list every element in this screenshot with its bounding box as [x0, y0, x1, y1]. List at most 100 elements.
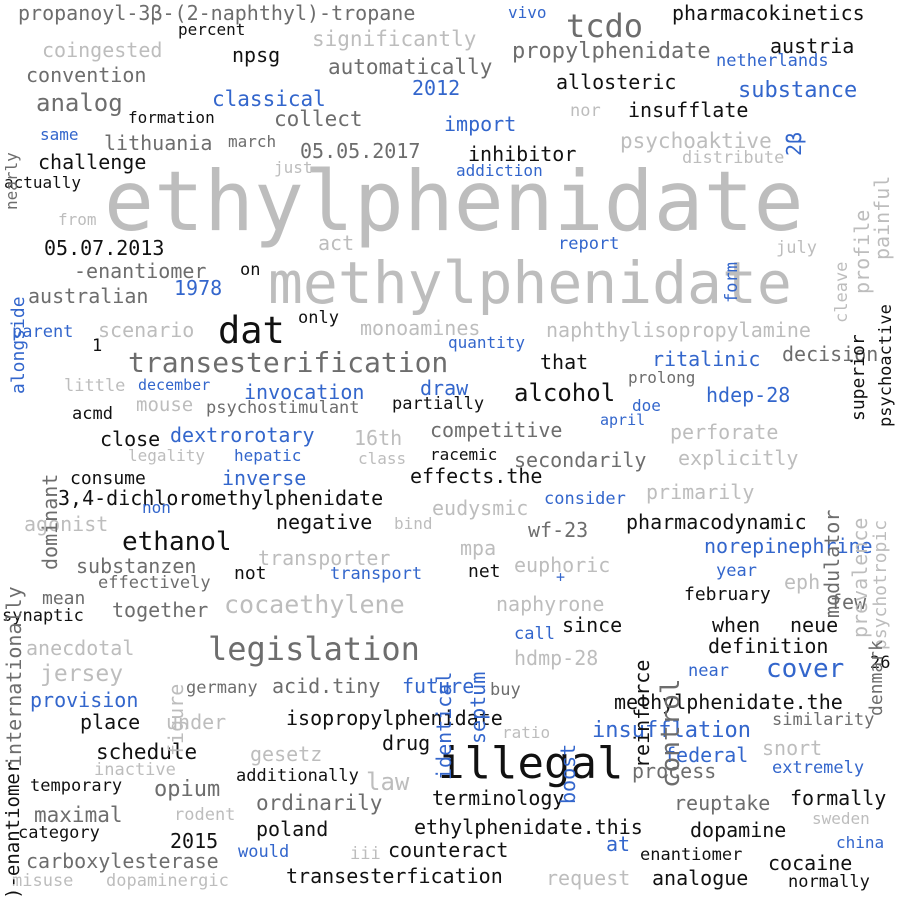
word-internationally: internationally	[2, 586, 26, 767]
word-anecdotal: anecdotal	[26, 636, 135, 660]
word-close: close	[100, 427, 161, 451]
word-allosteric: allosteric	[556, 70, 677, 94]
word-mean: mean	[42, 588, 86, 609]
word-coingested: coingested	[42, 38, 163, 62]
word-together: together	[112, 598, 209, 622]
word-acid.tiny: acid.tiny	[272, 674, 381, 698]
word-2015: 2015	[170, 829, 219, 853]
word-australian: australian	[28, 284, 149, 308]
word-control: control	[656, 678, 686, 788]
word-tcdo: tcdo	[566, 7, 644, 45]
word-1978: 1978	[174, 276, 223, 300]
word-from: from	[58, 210, 97, 229]
word-cocaine: cocaine	[768, 851, 853, 875]
word-2012: 2012	[412, 76, 461, 100]
word-pharmacokinetics: pharmacokinetics	[672, 1, 865, 25]
word-propylphenidate: propylphenidate	[512, 39, 711, 64]
word-parent: parent	[12, 322, 74, 342]
word-figure: figure	[164, 683, 188, 756]
word-prolong: prolong	[628, 368, 696, 387]
word-convention: convention	[26, 63, 147, 87]
word-transesterfication: transesterfication	[286, 864, 503, 888]
word-form: form	[722, 262, 742, 303]
word-march: march	[228, 132, 277, 151]
word-effectively: effectively	[98, 573, 211, 593]
word-class: class	[358, 449, 407, 468]
word-significantly: significantly	[312, 27, 477, 51]
word-legality: legality	[128, 446, 206, 465]
word-additionally: additionally	[236, 766, 359, 786]
word-only: only	[298, 308, 339, 328]
word-norepinephrine: norepinephrine	[704, 534, 873, 558]
word-reinforce: reinforce	[630, 659, 654, 768]
word-alcohol: alcohol	[514, 379, 616, 407]
word-monoamines: monoamines	[360, 316, 481, 340]
word-since: since	[562, 613, 623, 637]
word-lithuania: lithuania	[104, 131, 213, 155]
word-pharmacodynamic: pharmacodynamic	[626, 510, 807, 534]
word-explicitly: explicitly	[678, 446, 799, 470]
word-invocation: invocation	[244, 380, 365, 404]
word-on: on	[240, 260, 261, 280]
word-plus: +	[556, 568, 566, 586]
word-secondarily: secondarily	[514, 448, 647, 472]
word-few: few	[830, 590, 867, 614]
word-carboxylesterase: carboxylesterase	[26, 849, 219, 873]
word-npsg: npsg	[232, 43, 281, 67]
word-substance: substance	[738, 78, 858, 103]
word-scenario: scenario	[98, 318, 195, 342]
word-draw: draw	[420, 376, 469, 400]
word-denmark: denmark	[866, 640, 887, 716]
word-inverse: inverse	[222, 466, 307, 490]
word-jersey: jersey	[40, 661, 124, 687]
word-ritalinic: ritalinic	[652, 347, 761, 371]
word-2beta: 2β	[782, 131, 806, 156]
word-process: process	[632, 759, 717, 783]
word-eudysmic: eudysmic	[432, 496, 529, 520]
word-profile: profile	[850, 209, 874, 294]
word-ethylphenidate: ethylphenidate	[104, 153, 804, 250]
word-ethanol: ethanol	[122, 527, 232, 557]
word-05.05.2017: 05.05.2017	[300, 139, 421, 163]
word-enantiomer: -enantiomer	[74, 259, 207, 283]
word-mouse: mouse	[136, 394, 194, 416]
word-perforate: perforate	[670, 420, 779, 444]
word-drug: drug	[382, 731, 431, 755]
word-insufflate: insufflate	[628, 98, 749, 122]
word-analog: analog	[36, 89, 123, 117]
word-same: same	[40, 125, 79, 144]
word-methylphenidate: methylphenidate	[268, 249, 792, 317]
word-consider: consider	[544, 489, 626, 509]
word-naphyrone: naphyrone	[496, 592, 605, 616]
word-wf-23: wf-23	[528, 518, 589, 542]
word-formation: formation	[128, 108, 215, 127]
word-partially: partially	[392, 394, 485, 414]
word-not: not	[234, 563, 267, 584]
word-inhibitor: inhibitor	[468, 142, 577, 166]
word-definition: definition	[708, 634, 829, 658]
word-classical: classical	[212, 87, 326, 111]
word-acmd: acmd	[72, 404, 113, 424]
word-report: report	[558, 234, 620, 254]
word-boost: boost	[556, 743, 580, 804]
word-percent: percent	[178, 20, 246, 39]
word-maximal: maximal	[34, 803, 123, 827]
word-near: near	[688, 661, 729, 681]
word-when: when	[712, 613, 761, 637]
word-actually: actually	[4, 173, 82, 192]
word-transport: transport	[330, 564, 423, 584]
word-under: under	[166, 710, 227, 734]
word-decision: decision	[782, 342, 879, 366]
word-ratio: ratio	[502, 723, 551, 742]
word-act: act	[318, 231, 355, 255]
word-provision: provision	[30, 688, 139, 712]
word-snort: snort	[762, 736, 823, 760]
word-prevalence: prevalence	[848, 517, 872, 638]
word-distribute: distribute	[682, 148, 785, 168]
word-synaptic: synaptic	[2, 606, 84, 626]
word-net: net	[468, 561, 501, 582]
word-propanoyl-tropane: propanoyl-3β-(2-naphthyl)-tropane	[18, 1, 416, 25]
word-dat: dat	[218, 309, 285, 352]
word-psychoactive: psychoactive	[876, 304, 896, 427]
word-december: december	[138, 376, 211, 394]
